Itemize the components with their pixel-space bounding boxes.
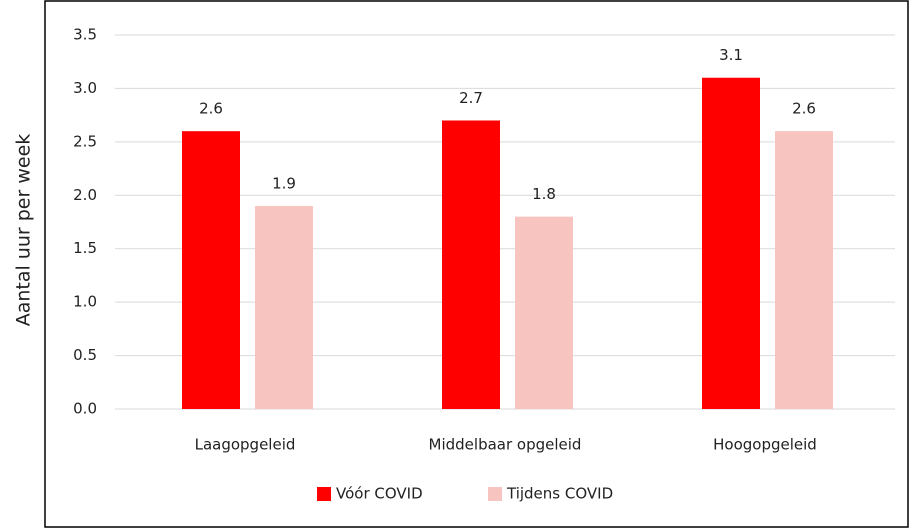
y-tick-label: 3.0 [73,79,97,97]
bar [702,77,760,409]
y-tick-label: 2.5 [73,132,97,150]
bar [182,131,240,409]
legend-label: Vóór COVID [336,485,423,503]
y-axis-label: Aantal uur per week [13,134,35,327]
legend-label: Tijdens COVID [506,485,613,503]
data-label: 2.7 [459,89,483,107]
data-label: 3.1 [719,46,743,64]
y-tick-label: 2.0 [73,186,97,204]
data-label: 2.6 [792,100,816,118]
bar [255,205,313,409]
y-tick-label: 3.5 [73,26,97,44]
y-tick-label: 1.5 [73,239,97,257]
y-tick-label: 0.0 [73,400,97,418]
y-tick-label: 1.0 [73,293,97,311]
data-label: 2.6 [199,100,223,118]
bar [442,120,500,409]
x-tick-label: Laagopgeleid [195,436,296,454]
bar [515,216,573,409]
y-tick-label: 0.5 [73,346,97,364]
legend-swatch [488,487,502,501]
x-tick-label: Hoogopgeleid [713,436,817,454]
data-label: 1.8 [532,185,556,203]
x-tick-label: Middelbaar opgeleid [429,436,582,454]
bar [775,131,833,409]
legend-swatch [317,487,331,501]
data-label: 1.9 [272,174,296,192]
